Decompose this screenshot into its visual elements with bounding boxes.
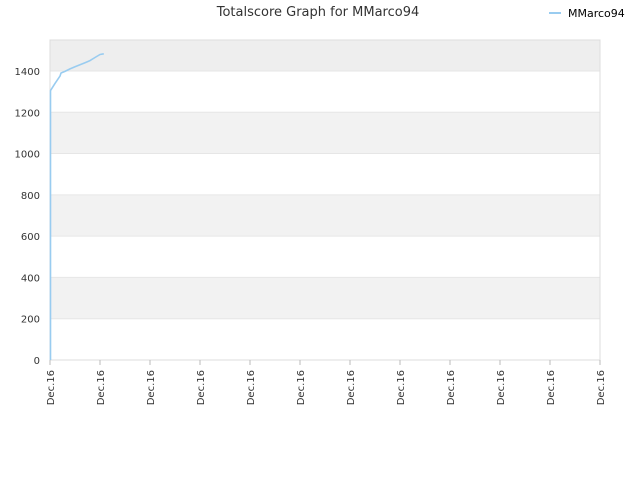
y-tick-label: 600 bbox=[21, 232, 40, 243]
x-tick-label: Dec.16 bbox=[596, 370, 607, 405]
y-tick-label: 800 bbox=[21, 191, 40, 202]
x-tick-label: Dec.16 bbox=[46, 370, 57, 405]
plot-band bbox=[50, 277, 600, 319]
x-tick-label: Dec.16 bbox=[296, 370, 307, 405]
x-tick-label: Dec.16 bbox=[96, 370, 107, 405]
x-axis: Dec.16 Dec.16 Dec.16 Dec.16 Dec.16 Dec.16 Dec.… bbox=[46, 360, 607, 405]
series-layer bbox=[49, 53, 104, 360]
x-tick-label: Dec.16 bbox=[546, 370, 557, 405]
grid-lines bbox=[50, 70, 600, 361]
x-tick-label: Dec.16 bbox=[346, 370, 357, 405]
x-tick-label: Dec.16 bbox=[396, 370, 407, 405]
plot-band bbox=[50, 112, 600, 154]
legend: MMarco94 bbox=[549, 7, 625, 20]
plot-band bbox=[50, 194, 600, 237]
x-tick-label: Dec.16 bbox=[146, 370, 157, 405]
series-line bbox=[49, 53, 104, 360]
y-tick-label: 1000 bbox=[15, 150, 40, 161]
x-tick-label: Dec.16 bbox=[196, 370, 207, 405]
y-tick-label: 1200 bbox=[15, 108, 40, 119]
y-tick-label: 0 bbox=[34, 356, 40, 367]
chart-title: Totalscore Graph for MMarco94 bbox=[216, 5, 420, 20]
legend-label: MMarco94 bbox=[568, 7, 625, 20]
plot-band bbox=[50, 40, 600, 71]
y-tick-label: 400 bbox=[21, 273, 40, 284]
y-axis: 0 200 400 600 800 1000 1200 1400 bbox=[15, 67, 40, 367]
plot-bands bbox=[50, 40, 600, 319]
x-tick-label: Dec.16 bbox=[446, 370, 457, 405]
y-tick-label: 200 bbox=[21, 315, 40, 326]
y-tick-label: 1400 bbox=[15, 67, 40, 78]
x-tick-label: Dec.16 bbox=[496, 370, 507, 405]
x-tick-label: Dec.16 bbox=[246, 370, 257, 405]
